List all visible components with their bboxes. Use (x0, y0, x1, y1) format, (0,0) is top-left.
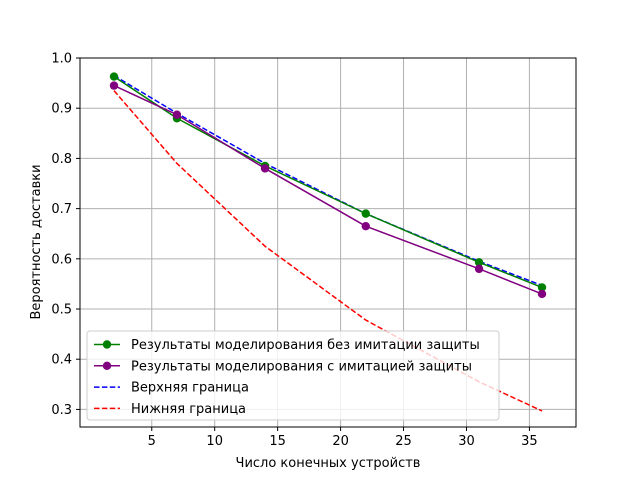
data-point (474, 258, 484, 267)
x-tick-label: 20 (332, 434, 349, 449)
y-axis: 0.3 0.4 0.5 0.6 0.7 0.8 0.9 1.0 (51, 52, 80, 418)
data-point (361, 209, 370, 218)
data-point (537, 289, 547, 299)
data-point (172, 110, 182, 119)
x-tick-label: 5 (148, 434, 156, 449)
y-tick-label: 0.4 (51, 353, 72, 368)
data-point (361, 221, 370, 231)
legend: Результаты моделирования без имитации за… (86, 330, 500, 421)
data-point (474, 264, 484, 274)
legend-entry: Верхняя граница (94, 381, 249, 396)
y-tick-label: 0.7 (51, 202, 72, 217)
y-tick-label: 0.3 (51, 403, 72, 418)
y-tick-label: 1.0 (51, 52, 72, 67)
series-2 (113, 74, 543, 287)
legend-entry: Нижняя граница (94, 402, 246, 417)
legend-entry: Результаты моделирования без имитации за… (94, 338, 480, 353)
y-axis-label: Вероятность доставки (29, 164, 44, 319)
legend-entry: Результаты моделирования с имитацией защ… (94, 359, 472, 374)
y-tick-label: 0.6 (51, 252, 72, 267)
x-tick-label: 35 (521, 434, 538, 449)
series-line (113, 84, 543, 295)
x-tick-label: 30 (458, 434, 475, 449)
legend-box (86, 330, 500, 421)
legend-marker (102, 340, 112, 349)
legend-label: Нижняя граница (131, 402, 246, 417)
series-1 (109, 81, 547, 299)
data-point (109, 72, 119, 81)
data-point (537, 283, 547, 292)
series-line (113, 75, 543, 289)
x-tick-label: 10 (206, 434, 223, 449)
x-axis-label: Число конечных устройств (236, 456, 421, 471)
x-tick-label: 15 (269, 434, 286, 449)
legend-marker (102, 361, 112, 370)
x-tick-label: 25 (395, 434, 412, 449)
data-point (260, 164, 270, 173)
y-tick-label: 0.5 (51, 303, 72, 318)
data-point (109, 81, 119, 90)
legend-label: Результаты моделирования с имитацией защ… (131, 359, 472, 374)
legend-label: Верхняя граница (131, 381, 249, 396)
legend-label: Результаты моделирования без имитации за… (131, 338, 480, 353)
y-tick-label: 0.9 (51, 102, 72, 117)
x-axis: 5 10 15 20 25 30 35 (148, 427, 538, 449)
y-tick-label: 0.8 (51, 152, 72, 167)
series-layer (109, 72, 547, 412)
plot-frame (79, 57, 577, 428)
series-line (113, 74, 543, 287)
